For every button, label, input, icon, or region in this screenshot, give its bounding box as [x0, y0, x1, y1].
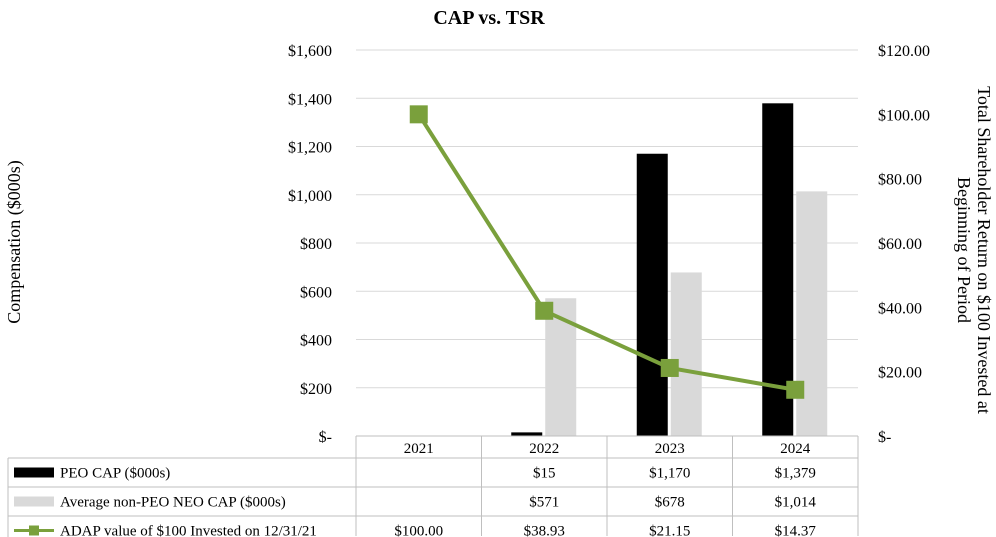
neo-cap-bar	[670, 272, 702, 436]
chart-title: CAP vs. TSR	[433, 7, 545, 29]
category-label: 2021	[404, 441, 434, 457]
tsr-marker	[786, 380, 805, 399]
right-tick-label: $60.00	[878, 236, 922, 253]
right-tick-label: $40.00	[878, 300, 922, 317]
neo-cap-bar	[796, 191, 828, 436]
right-axis-title-line-1: Total Shareholder Return on $100 Investe…	[974, 86, 994, 414]
left-tick-label: $400	[300, 333, 332, 350]
table-cell-value: $1,379	[775, 466, 816, 482]
right-axis-title: Total Shareholder Return on $100 Investe…	[954, 86, 994, 414]
left-tick-label: $600	[300, 284, 332, 301]
category-label: 2023	[655, 441, 685, 457]
right-tick-label: $120.00	[878, 43, 930, 60]
bars-layer	[511, 103, 828, 437]
table-cell-value: $1,170	[649, 466, 690, 482]
tsr-marker	[535, 301, 554, 320]
left-tick-label: $1,000	[288, 188, 332, 205]
left-tick-label: $1,200	[288, 140, 332, 157]
right-tick-label: $80.00	[878, 172, 922, 189]
series-name: Average non-PEO NEO CAP ($000s)	[60, 495, 286, 511]
left-axis-ticks: $- $200 $400 $600 $800 $1,000 $1,200 $1,400 $1,6…	[288, 43, 332, 446]
peo-cap-bar	[511, 432, 543, 436]
neo-cap-legend-key	[14, 496, 54, 507]
left-tick-label: $1,400	[288, 91, 332, 108]
tsr-marker	[409, 105, 428, 124]
right-tick-label: $100.00	[878, 107, 930, 124]
table-cell-value: $100.00	[394, 524, 443, 537]
category-label: 2024	[780, 441, 811, 457]
left-tick-label: $-	[319, 429, 332, 446]
peo-cap-legend-key	[14, 467, 54, 478]
table-cell-value: $14.37	[775, 524, 817, 537]
tsr-line	[417, 113, 796, 392]
tsr-marker	[660, 358, 679, 377]
right-tick-label: $-	[878, 429, 891, 446]
left-tick-label: $200	[300, 381, 332, 398]
left-axis-title: Compensation ($000s)	[4, 160, 25, 324]
table-cell-value: $571	[529, 495, 559, 511]
table-cell-value: $1,014	[775, 495, 817, 511]
table-cell-value: $21.15	[649, 524, 690, 537]
series-name: ADAP value of $100 Invested on 12/31/21	[60, 524, 317, 537]
table-cell-value: $15	[533, 466, 556, 482]
peo-cap-bar	[636, 153, 668, 437]
tsr-line-layer	[409, 105, 805, 399]
table-cell-value: $38.93	[524, 524, 565, 537]
data-table: 2021 2022 2023 2024 PEO CAP ($000s) $15 $1,170…	[7, 435, 859, 537]
right-tick-label: $20.00	[878, 365, 922, 382]
right-axis-ticks: $- $20.00 $40.00 $60.00 $80.00 $100.00 $120.00	[878, 43, 930, 446]
right-axis-title-line-2: Beginning of Period	[954, 177, 974, 323]
series-name: PEO CAP ($000s)	[60, 466, 170, 482]
left-tick-label: $800	[300, 236, 332, 253]
peo-cap-bar	[762, 103, 794, 436]
table-cell-value: $678	[655, 495, 685, 511]
left-tick-label: $1,600	[288, 43, 332, 60]
tsr-legend-marker	[29, 525, 39, 536]
category-label: 2022	[529, 441, 559, 457]
